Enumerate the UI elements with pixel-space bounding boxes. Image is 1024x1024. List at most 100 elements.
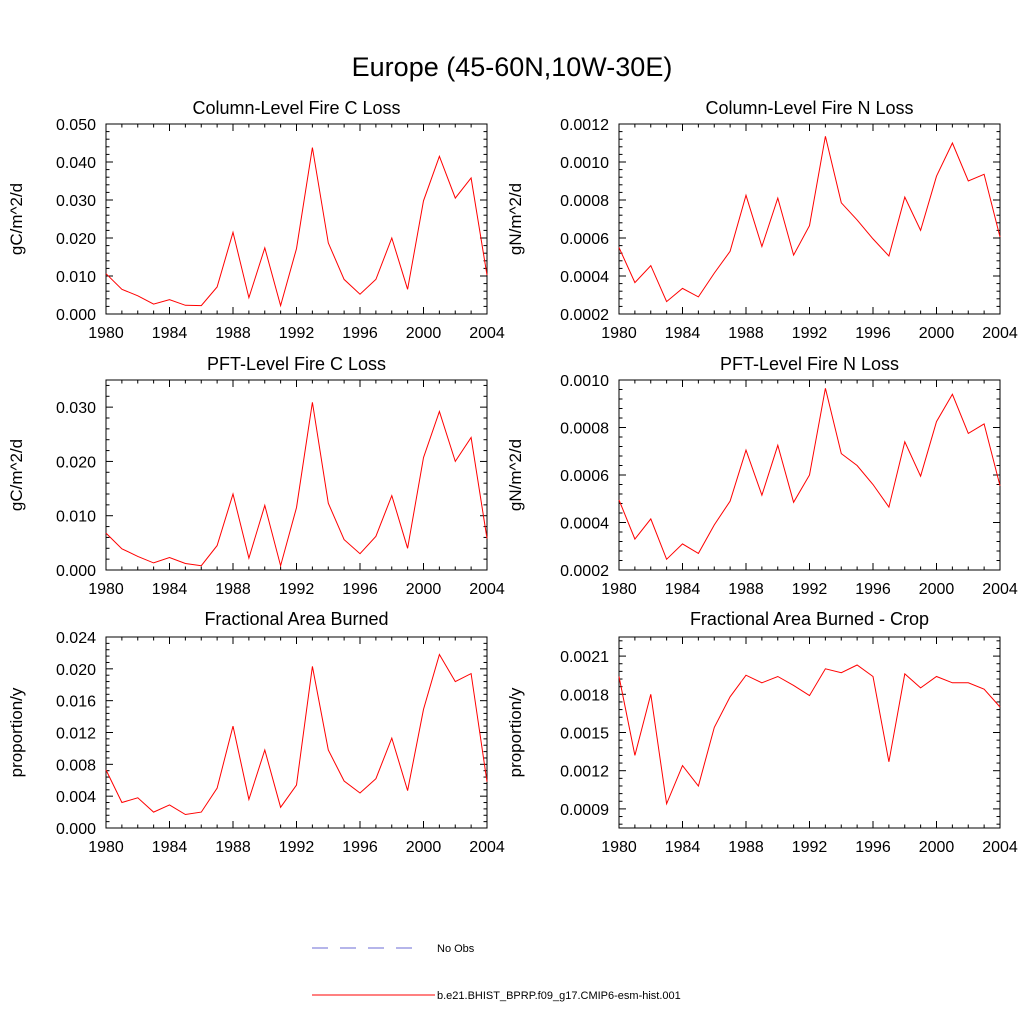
x-tick-label: 1980 (88, 325, 124, 342)
x-tick-label: 1988 (728, 325, 764, 342)
panel-title: Column-Level Fire C Loss (192, 98, 400, 118)
y-axis-label: gN/m^2/d (506, 439, 525, 511)
x-tick-label: 2004 (982, 325, 1018, 342)
y-tick-label: 0.0006 (560, 231, 609, 248)
x-tick-label: 2004 (469, 325, 505, 342)
series-line (105, 653, 488, 816)
legend: No Obs b.e21.BHIST_BPRP.f09_g17.CMIP6-es… (312, 943, 681, 1002)
series-line (105, 147, 488, 308)
x-tick-label: 2004 (982, 839, 1018, 856)
y-tick-label: 0.0015 (560, 726, 609, 743)
figure-title: Europe (45-60N,10W-30E) (352, 52, 673, 82)
x-tick-label: 1996 (342, 581, 378, 598)
y-tick-label: 0.0002 (560, 563, 609, 580)
y-tick-label: 0.010 (56, 509, 96, 526)
x-tick-label: 1980 (601, 325, 637, 342)
chart-panels: Column-Level Fire C Loss 1980 1984 1988 1992… (7, 98, 1018, 856)
series-line (618, 664, 1001, 806)
x-tick-label: 1996 (342, 325, 378, 342)
x-tick-label: 2004 (982, 581, 1018, 598)
y-tick-label: 0.0018 (560, 687, 609, 704)
panel-2: Column-Level Fire N Loss 1980 1984 1988 1992… (506, 98, 1018, 342)
y-tick-label: 0.000 (56, 563, 96, 580)
x-tick-label: 2004 (469, 839, 505, 856)
panel-4: PFT-Level Fire N Loss 1980 1984 1988 1992 199… (506, 354, 1018, 598)
x-tick-label: 1988 (215, 325, 251, 342)
y-tick-label: 0.0009 (560, 802, 609, 819)
y-tick-label: 0.010 (56, 269, 96, 286)
x-tick-label: 1980 (601, 839, 637, 856)
x-tick-label: 1996 (342, 839, 378, 856)
x-tick-label: 2000 (919, 325, 955, 342)
y-tick-label: 0.0010 (560, 373, 609, 390)
plot-frame (618, 636, 1001, 829)
y-tick-label: 0.012 (56, 726, 96, 743)
x-tick-label: 1992 (279, 839, 315, 856)
x-tick-label: 1996 (855, 839, 891, 856)
x-tick-label: 1984 (152, 581, 188, 598)
panel-title: PFT-Level Fire C Loss (207, 354, 386, 374)
x-tick-label: 2000 (406, 325, 442, 342)
series-line (618, 388, 1001, 561)
y-tick-label: 0.050 (56, 117, 96, 134)
y-axis-label: proportion/y (7, 687, 26, 777)
y-tick-label: 0.040 (56, 155, 96, 172)
y-tick-label: 0.020 (56, 454, 96, 471)
x-tick-label: 2004 (469, 581, 505, 598)
plot-frame (105, 123, 488, 315)
y-tick-label: 0.000 (56, 821, 96, 838)
x-tick-label: 1992 (279, 581, 315, 598)
y-tick-label: 0.008 (56, 757, 96, 774)
x-tick-label: 1992 (279, 325, 315, 342)
x-tick-label: 1984 (665, 839, 701, 856)
x-tick-label: 1996 (855, 325, 891, 342)
y-tick-label: 0.016 (56, 694, 96, 711)
panel-1: Column-Level Fire C Loss 1980 1984 1988 1992… (7, 98, 505, 342)
x-tick-label: 1980 (88, 839, 124, 856)
x-tick-label: 1984 (152, 839, 188, 856)
series-line (105, 402, 488, 568)
x-tick-label: 1992 (792, 581, 828, 598)
y-tick-label: 0.0021 (560, 649, 609, 666)
y-tick-label: 0.004 (56, 789, 96, 806)
panel-6: Fractional Area Burned - Crop 1980 1984 198… (506, 609, 1018, 856)
panel-title: Fractional Area Burned - Crop (690, 609, 929, 629)
x-tick-label: 2000 (406, 839, 442, 856)
legend-obs-label: No Obs (437, 943, 475, 955)
x-tick-label: 1980 (88, 581, 124, 598)
y-tick-label: 0.0002 (560, 307, 609, 324)
plot-frame (105, 636, 488, 829)
y-tick-label: 0.000 (56, 307, 96, 324)
x-tick-label: 1988 (728, 839, 764, 856)
x-tick-label: 1988 (215, 581, 251, 598)
x-tick-label: 2000 (406, 581, 442, 598)
y-axis-label: gC/m^2/d (7, 183, 26, 255)
x-tick-label: 1996 (855, 581, 891, 598)
y-tick-label: 0.0004 (560, 516, 609, 533)
y-tick-label: 0.024 (56, 630, 96, 647)
y-axis-label: proportion/y (506, 687, 525, 777)
x-tick-label: 1984 (665, 325, 701, 342)
x-tick-label: 2000 (919, 581, 955, 598)
series-line (618, 136, 1001, 303)
panel-3: PFT-Level Fire C Loss 1980 1984 1988 1992 199… (7, 354, 505, 598)
panel-title: PFT-Level Fire N Loss (720, 354, 899, 374)
y-tick-label: 0.030 (56, 400, 96, 417)
y-tick-label: 0.020 (56, 662, 96, 679)
x-tick-label: 1988 (215, 839, 251, 856)
plot-frame (618, 123, 1001, 315)
y-axis-label: gN/m^2/d (506, 183, 525, 255)
x-tick-label: 1980 (601, 581, 637, 598)
y-tick-label: 0.030 (56, 193, 96, 210)
x-tick-label: 2000 (919, 839, 955, 856)
y-tick-label: 0.0010 (560, 155, 609, 172)
panel-5: Fractional Area Burned 1980 1984 1988 1992 19… (7, 609, 505, 856)
y-tick-label: 0.0012 (560, 117, 609, 134)
y-tick-label: 0.0008 (560, 421, 609, 438)
x-tick-label: 1984 (665, 581, 701, 598)
x-tick-label: 1992 (792, 839, 828, 856)
plot-frame (105, 379, 488, 571)
y-tick-label: 0.0006 (560, 468, 609, 485)
y-axis-label: gC/m^2/d (7, 439, 26, 511)
